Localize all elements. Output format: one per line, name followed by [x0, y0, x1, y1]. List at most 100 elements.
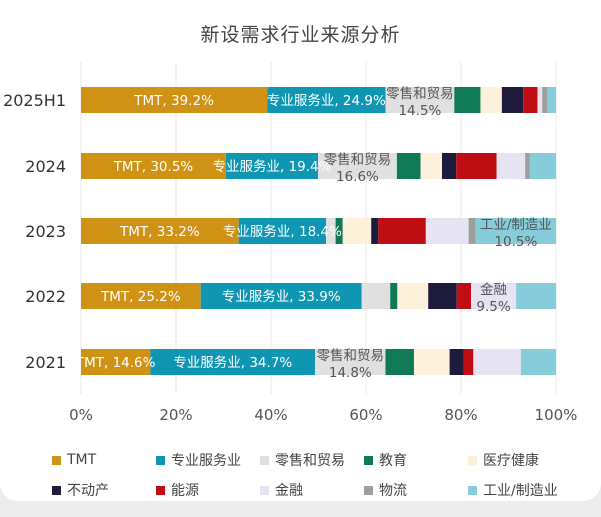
data-label: 专业服务业, 18.4%	[223, 224, 342, 240]
legend-label: TMT	[67, 452, 97, 468]
x-tick-label: 80%	[444, 406, 477, 424]
data-label: 零售和贸易 16.6%	[324, 152, 392, 185]
bar-segment	[342, 218, 372, 244]
bar-segment	[225, 153, 319, 179]
bar-segment	[475, 218, 556, 244]
bar-segment	[456, 283, 471, 309]
bar-segment	[81, 153, 226, 179]
chart-card: 新设需求行业来源分析 0% 20% 40% 60% 80% 100% 2025H1 2024 2…	[0, 0, 601, 501]
bar-segment	[501, 87, 524, 113]
bar-segment	[473, 349, 521, 375]
data-label: TMT, 14.6%	[75, 355, 156, 371]
data-label: TMT, 33.2%	[119, 224, 200, 240]
bar-segment	[520, 349, 556, 375]
bar-segment	[200, 283, 362, 309]
x-tick-label: 60%	[349, 406, 382, 424]
legend-item: 能源	[156, 480, 260, 500]
data-label: 金融 9.5%	[476, 282, 510, 315]
data-label: 零售和贸易 14.8%	[317, 348, 385, 381]
legend-item: 教育	[364, 450, 468, 470]
legend-swatch	[364, 455, 373, 465]
x-tick-label: 0%	[69, 406, 93, 424]
bar-segment	[428, 283, 457, 309]
bar-segment	[150, 349, 316, 375]
bar-segment	[546, 87, 556, 113]
bar-segment	[385, 87, 455, 113]
bar-segment	[449, 349, 464, 375]
bar-segment	[413, 349, 450, 375]
legend-label: 工业/制造业	[483, 483, 558, 499]
data-label: 专业服务业, 24.9%	[267, 93, 386, 109]
legend-label: 教育	[379, 453, 407, 469]
bar-segment	[454, 87, 481, 113]
legend-item: 金融	[260, 480, 364, 500]
legend-swatch	[52, 485, 61, 495]
legend-item: 物流	[364, 480, 468, 500]
chart-legend: TMT 专业服务业 零售和贸易 教育 医疗健康不动产 能源 金融 物流 工业/制造业	[52, 450, 592, 500]
legend-swatch	[156, 485, 165, 495]
x-tick-label: 40%	[254, 406, 287, 424]
bar-segment	[81, 87, 268, 113]
legend-item: 不动产	[52, 480, 156, 500]
bar-segment	[529, 153, 556, 179]
data-label: 专业服务业, 33.9%	[222, 289, 341, 305]
bar-segment	[456, 153, 497, 179]
legend-label: 医疗健康	[483, 453, 539, 469]
data-label: 工业/制造业 10.5%	[480, 217, 552, 250]
legend-label: 专业服务业	[171, 453, 241, 469]
legend-item: TMT	[52, 450, 156, 470]
legend-swatch	[364, 485, 373, 495]
legend-item: 零售和贸易	[260, 450, 364, 470]
legend-item: 专业服务业	[156, 450, 260, 470]
legend-swatch	[260, 455, 269, 465]
legend-swatch	[52, 455, 61, 465]
bar-segment	[516, 283, 556, 309]
y-category-label: 2021	[25, 353, 66, 372]
legend-swatch	[468, 485, 477, 495]
bar-segment	[81, 218, 239, 244]
legend-swatch	[260, 485, 269, 495]
legend-swatch	[468, 455, 477, 465]
y-category-label: 2023	[25, 222, 66, 241]
bar-segment	[396, 153, 421, 179]
bar-segment	[378, 218, 426, 244]
bar-segment	[425, 218, 469, 244]
bar-segment	[81, 283, 201, 309]
data-label: 零售和贸易 14.5%	[386, 86, 454, 119]
bar-segment	[397, 283, 429, 309]
legend-label: 零售和贸易	[275, 453, 345, 469]
bar-segment	[523, 87, 538, 113]
bar-segment	[385, 349, 414, 375]
bar-segment	[496, 153, 526, 179]
bar-segment	[463, 349, 474, 375]
y-category-label: 2025H1	[3, 91, 66, 110]
bar-segment	[267, 87, 386, 113]
bar-segment	[480, 87, 502, 113]
y-category-label: 2024	[25, 157, 66, 176]
legend-label: 能源	[171, 483, 199, 499]
bar-segment	[315, 349, 386, 375]
legend-label: 不动产	[67, 483, 109, 499]
bar-segment	[390, 283, 398, 309]
data-label: 专业服务业, 34.7%	[173, 355, 292, 371]
legend-label: 金融	[275, 483, 303, 499]
bar-segment	[537, 87, 543, 113]
x-tick-label: 20%	[159, 406, 192, 424]
bar-segment	[326, 218, 336, 244]
data-label: TMT, 30.5%	[113, 159, 194, 175]
chart-title: 新设需求行业来源分析	[200, 24, 401, 46]
bar-segment	[238, 218, 327, 244]
x-tick-label: 100%	[535, 406, 578, 424]
data-label: TMT, 39.2%	[133, 93, 214, 109]
bar-segment	[470, 283, 517, 309]
bar-segment	[468, 218, 476, 244]
legend-item: 医疗健康	[468, 450, 572, 470]
bar-segment	[371, 218, 379, 244]
bar-segment	[525, 153, 530, 179]
legend-label: 物流	[379, 483, 407, 499]
data-label: TMT, 25.2%	[100, 289, 181, 305]
y-category-label: 2022	[25, 287, 66, 306]
bar-segment	[318, 153, 397, 179]
bar-segment	[542, 87, 547, 113]
